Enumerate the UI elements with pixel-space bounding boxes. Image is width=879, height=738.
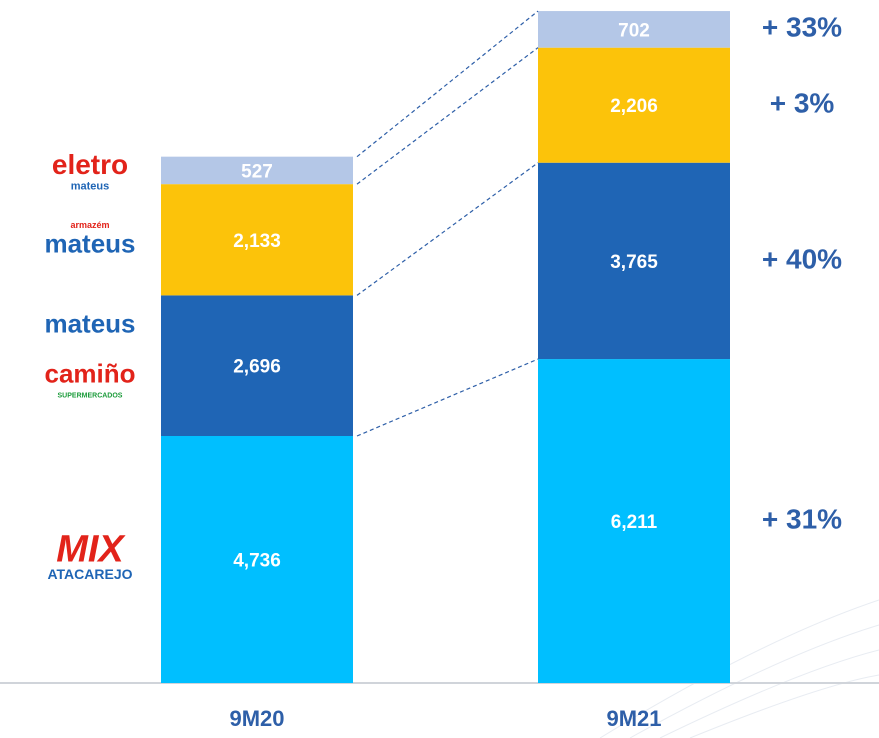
brand-logo: MIX <box>56 529 126 571</box>
bar-segment <box>538 47 730 163</box>
bar-segment <box>161 156 353 185</box>
growth-label: + 40% <box>762 243 842 274</box>
bar-segment <box>538 359 730 683</box>
bar-segment <box>161 295 353 436</box>
data-label: 6,211 <box>611 512 658 533</box>
connector <box>356 47 539 185</box>
data-label: 2,696 <box>233 357 281 378</box>
brand-logo: eletro <box>52 149 128 180</box>
bar-segment <box>161 435 353 683</box>
data-label: 2,206 <box>610 96 658 117</box>
data-label: 702 <box>618 20 650 41</box>
connector <box>356 10 539 158</box>
data-label: 527 <box>241 161 273 182</box>
brand-logo: mateus <box>44 309 135 339</box>
growth-label: + 3% <box>770 88 835 119</box>
brand-logo: SUPERMERCADOS <box>58 393 123 400</box>
growth-label: + 33% <box>762 12 842 43</box>
data-label: 2,133 <box>233 231 281 252</box>
brand-logo: mateus <box>71 180 110 192</box>
brand-logo: camiño <box>44 359 135 389</box>
connector <box>356 162 539 296</box>
x-tick-label: 9M20 <box>229 706 284 731</box>
bar-segment <box>538 162 730 360</box>
brand-logo: ATACAREJO <box>47 566 132 582</box>
bar-segment <box>538 11 730 48</box>
data-label: 3,765 <box>610 252 658 273</box>
connector <box>356 358 539 437</box>
brand-logo: armazém <box>70 220 109 230</box>
bar-segment <box>161 184 353 296</box>
brand-logo: mateus <box>44 229 135 259</box>
x-tick-label: 9M21 <box>606 706 661 731</box>
data-label: 4,736 <box>233 551 281 572</box>
growth-label: + 31% <box>762 503 842 534</box>
